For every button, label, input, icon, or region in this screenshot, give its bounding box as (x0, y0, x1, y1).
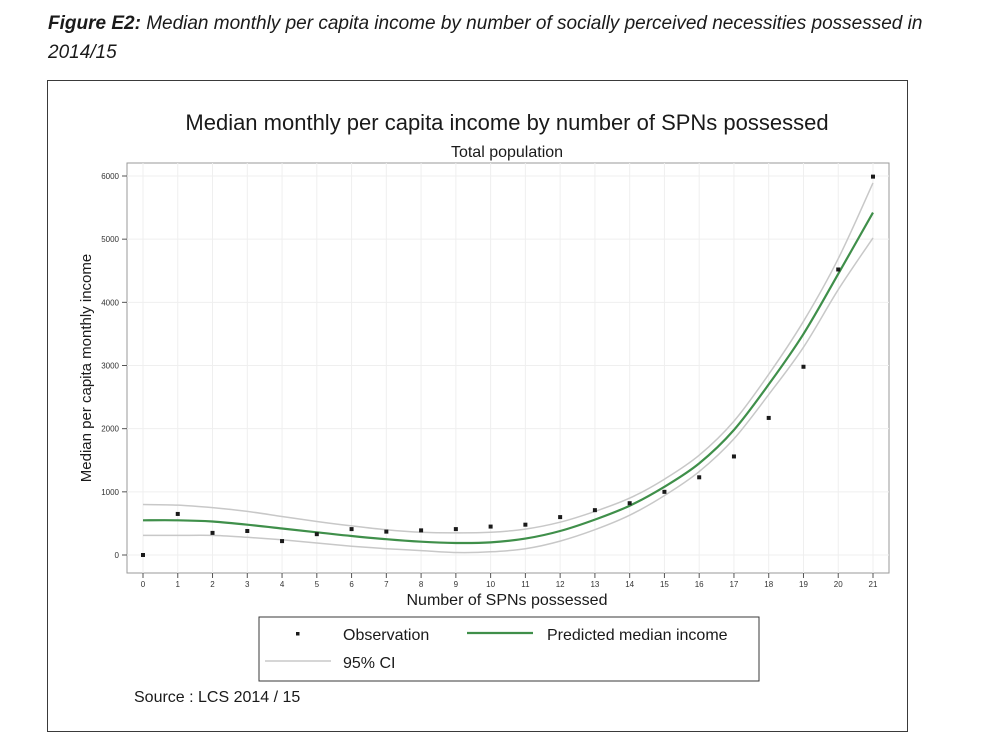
chart-title: Median monthly per capita income by numb… (185, 110, 828, 135)
observation-point (141, 553, 145, 557)
observation-point (453, 527, 458, 532)
observation-point (419, 528, 424, 533)
x-tick-label: 10 (486, 580, 495, 589)
observation-point (871, 174, 875, 179)
figure-caption-text: Median monthly per capita income by numb… (48, 13, 923, 63)
observation-point (558, 515, 563, 520)
observation-point (766, 415, 771, 420)
y-tick-label: 1000 (101, 488, 119, 497)
predicted-median-line (142, 212, 874, 545)
observation-point (836, 267, 841, 272)
observation-point (662, 489, 667, 494)
observation-point (523, 522, 528, 527)
legend-box (258, 616, 760, 682)
x-tick-label: 8 (419, 580, 424, 589)
legend: Observation Predicted median income 95% … (258, 616, 760, 682)
legend-marker-observation (296, 632, 300, 636)
observation-point (488, 524, 493, 529)
observation-point (210, 530, 215, 535)
y-tick-label: 0 (115, 551, 120, 560)
y-tick-label: 4000 (101, 298, 119, 307)
x-tick-label: 11 (521, 580, 530, 589)
y-tick-label: 2000 (101, 425, 119, 434)
x-tick-label: 3 (245, 580, 250, 589)
x-tick-label: 17 (729, 580, 738, 589)
plot-area (126, 162, 890, 574)
x-tick-label: 2 (210, 580, 215, 589)
x-tick-label: 5 (315, 580, 320, 589)
x-tick-label: 12 (556, 580, 565, 589)
x-axis: 0 1 2 3 4 5 6 7 8 9 10 11 12 13 14 15 16 17 18 19 20 21 (141, 573, 878, 589)
observation-points (141, 174, 875, 557)
figure-label: Figure E2: (48, 13, 141, 34)
x-tick-label: 20 (834, 580, 843, 589)
x-tick-label: 14 (625, 580, 634, 589)
observation-point (175, 511, 180, 516)
y-tick-label: 3000 (101, 362, 119, 371)
observation-point (349, 527, 354, 532)
x-tick-label: 13 (590, 580, 599, 589)
x-tick-label: 1 (176, 580, 181, 589)
ci-upper-line (142, 182, 874, 534)
x-tick-label: 15 (660, 580, 669, 589)
x-tick-label: 18 (764, 580, 773, 589)
x-tick-label: 9 (454, 580, 459, 589)
x-tick-label: 0 (141, 580, 146, 589)
x-tick-label: 16 (695, 580, 704, 589)
x-tick-label: 21 (869, 580, 878, 589)
y-axis-label: Median per capita monthly income (78, 254, 95, 482)
legend-label-predicted: Predicted median income (547, 627, 728, 644)
observation-point (280, 539, 285, 544)
source-note: Source : LCS 2014 / 15 (134, 689, 300, 706)
ci-band (142, 182, 874, 554)
observation-point (384, 529, 389, 534)
observation-point (801, 364, 806, 369)
ci-lower-line (142, 237, 874, 554)
observation-point (314, 532, 319, 537)
y-axis: 0 1000 2000 3000 4000 5000 6000 (101, 172, 127, 560)
x-tick-label: 6 (349, 580, 354, 589)
chart-subtitle: Total population (451, 144, 563, 161)
observation-point (627, 501, 632, 506)
observation-point (592, 508, 597, 513)
observation-point (245, 528, 250, 533)
x-tick-label: 7 (384, 580, 389, 589)
observation-point (697, 475, 702, 480)
x-tick-label: 4 (280, 580, 285, 589)
legend-label-observation: Observation (343, 627, 429, 644)
y-tick-label: 6000 (101, 172, 119, 181)
x-axis-label: Number of SPNs possessed (407, 592, 608, 609)
x-tick-label: 19 (799, 580, 808, 589)
observation-point (731, 454, 736, 459)
predicted-line (142, 212, 874, 545)
figure-caption: Figure E2: Median monthly per capita inc… (48, 9, 988, 67)
legend-label-ci: 95% CI (343, 655, 395, 672)
y-tick-label: 5000 (101, 235, 119, 244)
